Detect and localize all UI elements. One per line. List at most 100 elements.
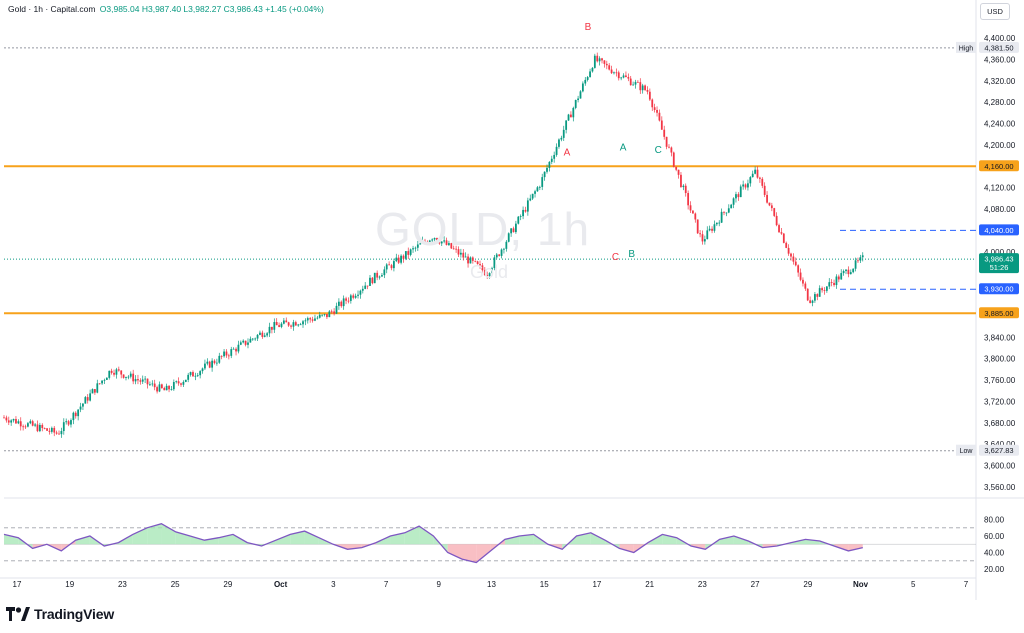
- candle-body: [149, 384, 151, 386]
- candle-body: [113, 372, 115, 375]
- price-tick-label: 4,320.00: [984, 77, 1016, 86]
- price-tick-label: 4,000.00: [984, 248, 1016, 257]
- candle-body: [204, 363, 206, 369]
- candle-body: [187, 374, 190, 380]
- price-tick-label: 3,760.00: [984, 376, 1016, 385]
- candle-body: [395, 257, 398, 262]
- candle-body: [648, 91, 651, 100]
- candle-body: [445, 240, 448, 245]
- candle-body: [792, 256, 795, 262]
- candle-body: [17, 421, 20, 424]
- candle-body: [553, 154, 556, 159]
- candle-body: [361, 288, 364, 291]
- candle-body: [249, 338, 252, 343]
- candle-body: [84, 397, 87, 404]
- candle-body: [658, 112, 661, 121]
- rsi-tick-label: 40.00: [984, 549, 1005, 558]
- candle-body: [378, 276, 381, 278]
- price-level-value: 3,986.43: [984, 255, 1013, 264]
- candle-body: [572, 107, 575, 118]
- candle-body: [491, 268, 493, 274]
- candle-body: [797, 265, 800, 273]
- candle-body: [684, 185, 687, 194]
- candle-body: [849, 272, 852, 275]
- candle-body: [634, 81, 637, 85]
- ohlc-readout: O3,985.04 H3,987.40 L3,982.27 C3,986.43 …: [99, 4, 324, 14]
- candle-body: [402, 255, 405, 259]
- candle-body: [282, 320, 285, 324]
- candle-body: [273, 322, 276, 330]
- candle-body: [751, 173, 754, 178]
- candle-body: [335, 305, 338, 314]
- candle-body: [318, 314, 321, 318]
- candle-body: [117, 369, 120, 371]
- candle-body: [510, 228, 513, 234]
- candle-body: [359, 290, 362, 295]
- candle-body: [526, 200, 529, 212]
- candle-body: [132, 373, 135, 382]
- rsi-fill: [848, 544, 863, 551]
- candle-body: [677, 169, 680, 175]
- candle-body: [259, 332, 261, 335]
- currency-button[interactable]: USD: [980, 3, 1010, 20]
- candle-body: [376, 272, 379, 278]
- candle-body: [261, 332, 264, 337]
- candle-body: [766, 194, 768, 203]
- candle-body: [67, 421, 70, 425]
- candle-body: [770, 205, 773, 209]
- candle-body: [12, 419, 15, 421]
- candle-body: [787, 247, 790, 254]
- candle-body: [208, 361, 211, 368]
- candle-body: [560, 137, 563, 140]
- candle-body: [304, 320, 307, 322]
- candle-body: [500, 249, 503, 256]
- candle-body: [31, 421, 34, 426]
- logo-text: TradingView: [34, 606, 115, 622]
- candle-body: [407, 251, 410, 255]
- candle-body: [462, 252, 465, 258]
- candle-body: [364, 285, 367, 289]
- candle-body: [46, 428, 48, 431]
- candle-body: [311, 319, 314, 321]
- candle-body: [589, 71, 591, 78]
- price-level-value: 4,160.00: [984, 162, 1013, 171]
- candle-body: [251, 338, 254, 340]
- candle-body: [314, 318, 316, 321]
- candle-body: [323, 314, 326, 315]
- candle-body: [852, 268, 855, 273]
- price-tick-label: 3,600.00: [984, 462, 1016, 471]
- candle-body: [27, 423, 29, 427]
- candle-body: [584, 79, 587, 84]
- candle-body: [737, 194, 740, 198]
- candle-body: [29, 421, 32, 424]
- candle-body: [701, 234, 704, 242]
- candle-body: [48, 430, 51, 432]
- candle-body: [646, 90, 649, 92]
- candle-body: [653, 107, 656, 110]
- rsi-fill: [4, 534, 19, 545]
- candle-body: [242, 340, 245, 343]
- candle-body: [555, 146, 558, 155]
- candle-body: [58, 433, 60, 435]
- price-tick-label: 3,560.00: [984, 483, 1016, 492]
- candle-body: [505, 241, 508, 249]
- rsi-fill: [519, 534, 534, 545]
- candle-body: [840, 273, 843, 280]
- candle-body: [43, 428, 46, 429]
- candle-body: [189, 372, 192, 375]
- candle-body: [98, 383, 101, 385]
- candle-body: [404, 251, 407, 259]
- candle-body: [758, 177, 761, 179]
- candle-body: [830, 282, 833, 284]
- price-tick-label: 3,640.00: [984, 440, 1016, 449]
- candle-body: [519, 216, 522, 217]
- candle-body: [38, 424, 41, 432]
- rsi-tick-label: 60.00: [984, 532, 1005, 541]
- candle-body: [440, 241, 443, 244]
- candle-body: [180, 383, 182, 385]
- candle-body: [302, 321, 304, 325]
- candle-body: [211, 360, 214, 368]
- price-tick-label: 4,120.00: [984, 184, 1016, 193]
- time-tick-label: 25: [171, 580, 180, 589]
